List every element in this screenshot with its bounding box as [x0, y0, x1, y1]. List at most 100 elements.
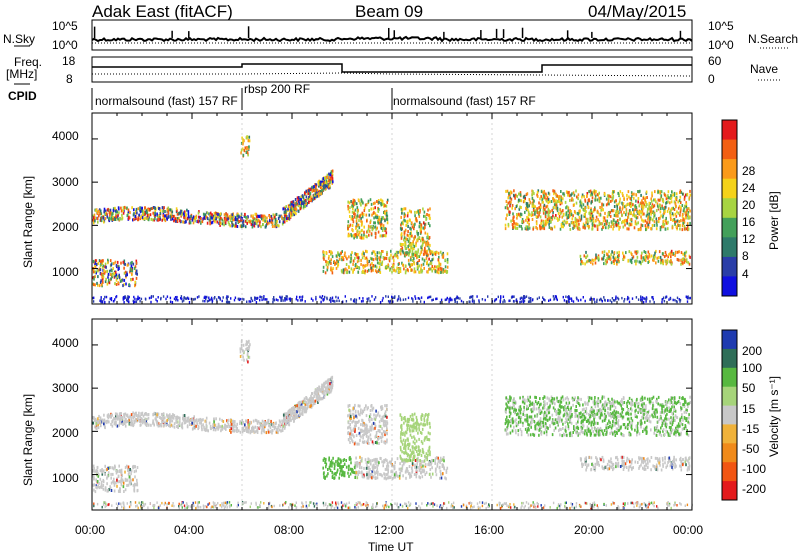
power-panel-dot: [578, 222, 580, 226]
power-panel-noise: [528, 296, 530, 300]
velocity-panel-dot: [264, 425, 266, 429]
power-panel-dot: [413, 244, 416, 248]
power-panel-noise: [169, 296, 172, 300]
power-panel-noise: [360, 300, 363, 303]
power-panel-dot: [378, 262, 380, 265]
velocity-panel-dot: [124, 424, 127, 428]
power-panel-dot: [380, 252, 382, 256]
power-panel-noise: [494, 298, 496, 302]
power-panel-dot: [580, 258, 582, 262]
power-panel-dot: [571, 217, 574, 221]
power-panel-dot: [402, 222, 404, 226]
power-panel-dot: [648, 204, 650, 208]
power-panel-dot: [424, 250, 427, 254]
power-panel-dot: [228, 215, 231, 218]
power-panel-dot: [367, 227, 370, 231]
power-panel-dot: [619, 207, 621, 211]
velocity-panel-dot: [173, 414, 176, 418]
power-panel-dot: [418, 209, 421, 213]
velocity-panel-dot: [108, 420, 110, 424]
power-panel-dot: [337, 260, 340, 264]
velocity-panel-dot: [125, 420, 128, 424]
power-panel-dot: [590, 191, 593, 195]
power-panel-dot: [214, 211, 217, 215]
power-panel-noise: [568, 297, 570, 300]
power-panel-dot: [669, 214, 672, 218]
power-panel-dot: [601, 227, 603, 231]
power-panel-dot: [430, 261, 433, 265]
power-panel-noise: [473, 301, 475, 304]
velocity-panel-dot: [269, 426, 272, 430]
power-panel-dot: [383, 211, 385, 214]
velocity-panel-dot: [305, 400, 307, 404]
power-panel-dot: [241, 147, 244, 151]
power-panel-dot: [618, 250, 620, 254]
velocity-panel-dot: [242, 421, 245, 425]
power-panel-dot: [545, 205, 547, 209]
power-panel-dot: [283, 206, 285, 210]
power-panel-dot: [144, 206, 146, 210]
power-panel-dot: [167, 215, 170, 219]
power-panel-dot: [122, 260, 125, 264]
power-panel-dot: [442, 268, 445, 272]
power-panel-dot: [627, 216, 629, 219]
power-panel-dot: [534, 210, 536, 214]
power-panel-dot: [579, 218, 582, 222]
power-panel-noise: [542, 296, 544, 299]
power-panel-dot: [689, 216, 691, 220]
power-panel-dot: [404, 207, 407, 211]
velocity-panel-dot: [201, 426, 203, 430]
velocity-panel-dot: [220, 429, 222, 433]
velocity-panel-dot: [323, 389, 325, 393]
power-panel-noise: [207, 299, 210, 302]
power-panel-dot: [218, 218, 221, 222]
power-panel-dot: [613, 200, 616, 204]
power-panel-dot: [638, 204, 640, 208]
power-panel-dot: [689, 193, 692, 197]
power-panel-dot: [295, 201, 298, 205]
velocity-panel-dot: [330, 386, 332, 390]
power-panel-dot: [527, 210, 530, 214]
power-panel-dot: [354, 264, 357, 267]
velocity-panel-dot: [114, 422, 116, 426]
power-panel-noise: [640, 299, 642, 302]
power-panel-dot: [366, 260, 369, 263]
power-panel-dot: [429, 207, 431, 211]
power-panel-dot: [381, 234, 383, 238]
velocity-panel-dot: [212, 423, 215, 427]
velocity-panel-dot: [137, 417, 139, 420]
velocity-panel-dot: [184, 416, 186, 420]
power-panel-dot: [122, 284, 124, 288]
power-panel-dot: [316, 188, 319, 192]
power-panel-dot: [317, 192, 320, 196]
power-panel-dot: [305, 189, 308, 193]
power-panel-noise: [181, 297, 183, 301]
power-panel-dot: [400, 223, 402, 227]
power-panel-dot: [340, 251, 342, 255]
power-panel-dot: [232, 218, 234, 222]
power-panel-dot: [591, 223, 594, 227]
power-panel-dot: [423, 240, 426, 244]
power-panel-dot: [332, 180, 334, 184]
power-panel-dot: [615, 256, 617, 260]
velocity-panel-dot: [121, 416, 124, 419]
power-panel-dot: [410, 227, 412, 231]
velocity-panel-dot: [290, 414, 293, 418]
power-panel-dot: [94, 262, 96, 266]
power-panel-dot: [360, 219, 362, 223]
power-panel-dot: [330, 177, 332, 181]
power-panel-noise: [567, 298, 570, 301]
power-panel-dot: [416, 231, 419, 235]
velocity-panel-dot: [163, 421, 166, 425]
power-panel-dot: [671, 190, 673, 194]
power-panel-dot: [357, 256, 359, 260]
power-panel-dot: [645, 214, 648, 218]
power-panel-dot: [170, 208, 173, 212]
velocity-panel-dot: [314, 402, 316, 405]
power-panel-dot: [622, 220, 624, 223]
power-panel-dot: [354, 202, 356, 206]
power-panel-noise: [445, 298, 448, 301]
power-panel-dot: [590, 214, 593, 218]
velocity-panel-dot: [190, 418, 192, 422]
power-panel-dot: [573, 210, 576, 213]
